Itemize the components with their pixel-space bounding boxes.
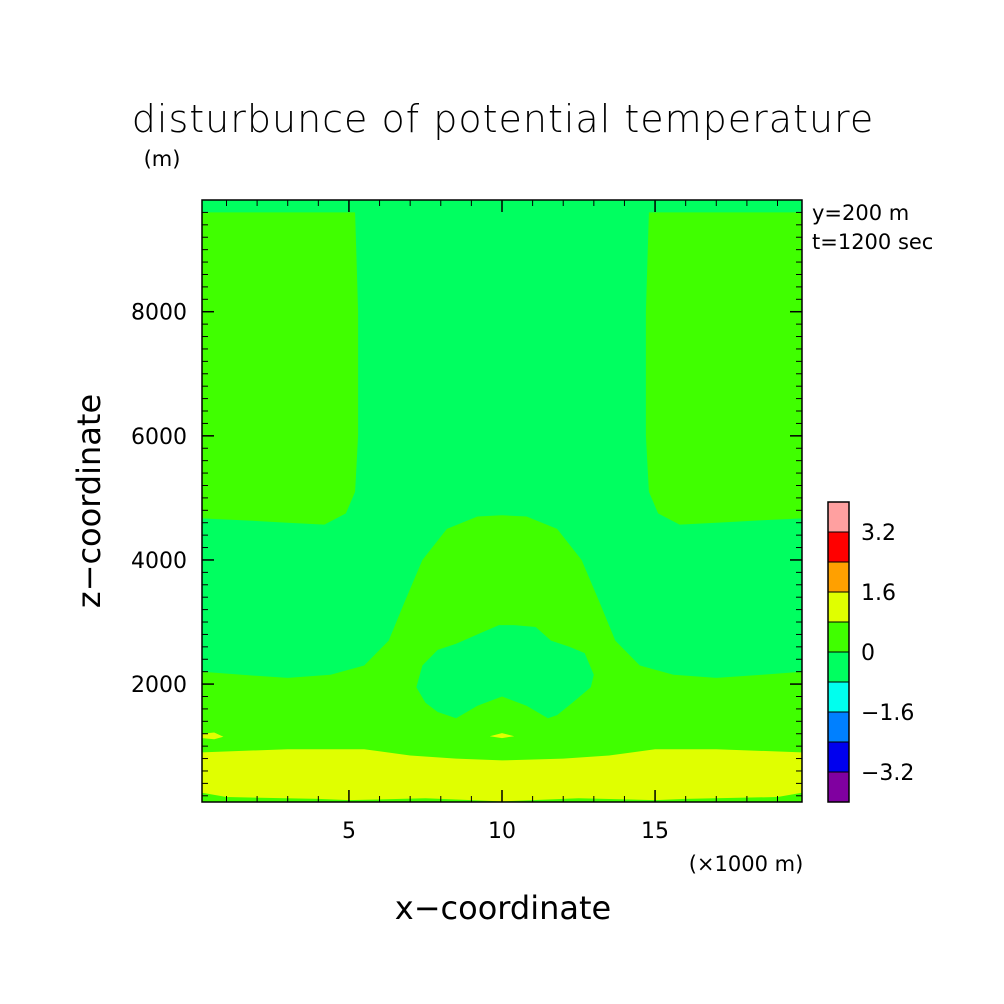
colorbar-swatch: [827, 591, 850, 623]
colorbar-swatch: [827, 711, 850, 743]
y-tick-label: 8000: [131, 301, 187, 326]
region-core-cool: [416, 625, 594, 719]
colorbar-frame: [827, 501, 850, 803]
y-axis-label: z−coordinate: [70, 394, 108, 608]
z-unit-label: (m): [144, 147, 181, 171]
colorbar-swatch: [827, 621, 850, 653]
y-tick-label: 2000: [131, 673, 187, 698]
x-axis-minor-ticks: [225, 200, 779, 802]
colorbar-swatch: [827, 771, 850, 803]
chart-title: disturbunce of potential temperature: [132, 97, 874, 141]
region-left-upper-warm: [202, 212, 359, 525]
y-axis-minor-ticks: [202, 211, 802, 797]
x-tick-label: 15: [641, 819, 669, 844]
x-tick-label: 10: [488, 819, 516, 844]
contour-regions: [202, 200, 802, 802]
colorbar-swatch: [827, 501, 850, 533]
y-tick-label: 6000: [131, 425, 187, 450]
region-surface-band: [202, 749, 802, 802]
colorbar-swatch: [827, 681, 850, 713]
x-axis-label: x−coordinate: [395, 889, 611, 927]
region-thin-warm-streak-center: [489, 733, 515, 739]
y-tick-label: 4000: [131, 549, 187, 574]
colorbar: −3.2 −1.6 0 1.6 3.2: [827, 501, 914, 803]
colorbar-label: −3.2: [861, 761, 914, 786]
x-tick-label: 5: [342, 819, 356, 844]
colorbar-label: 0: [861, 641, 875, 666]
colorbar-label: 3.2: [861, 521, 896, 546]
colorbar-swatch: [827, 741, 850, 773]
x-axis-ticks: 5 10 15: [342, 200, 669, 844]
annotation-t: t=1200 sec: [812, 230, 933, 254]
colorbar-swatch: [827, 651, 850, 683]
region-right-upper-warm: [645, 212, 802, 525]
colorbar-swatch: [827, 561, 850, 593]
x-unit-label: (×1000 m): [689, 852, 804, 876]
colorbar-label: −1.6: [861, 701, 914, 726]
colorbar-label: 1.6: [861, 581, 896, 606]
y-axis-ticks: 2000 4000 6000 8000: [131, 301, 802, 698]
annotation-y: y=200 m: [812, 201, 909, 225]
colorbar-swatch: [827, 531, 850, 563]
